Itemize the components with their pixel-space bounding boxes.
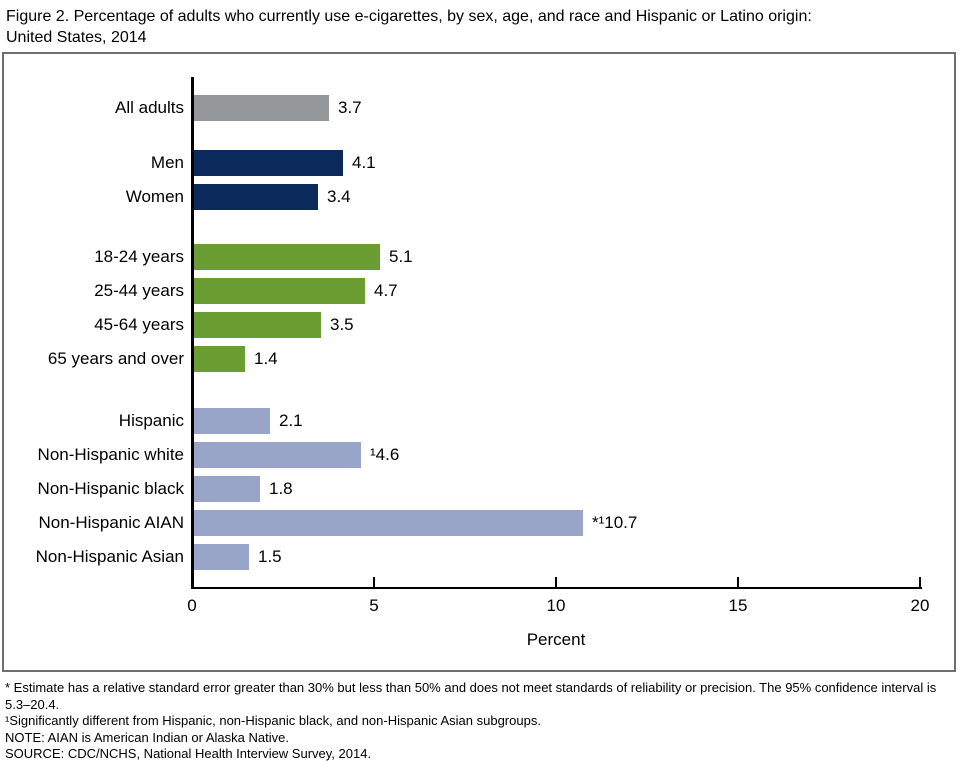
category-label: All adults [115,98,184,117]
bar [194,184,318,210]
category-label: Women [125,187,184,206]
value-label: 2.1 [279,411,303,430]
bar [194,244,380,270]
bar [194,442,361,468]
x-tick-label: 0 [187,596,197,615]
value-label: 3.7 [338,98,362,117]
chart-frame [2,52,956,672]
category-label: 25-44 years [94,281,184,300]
x-tick [737,577,739,587]
value-label: 3.4 [327,187,351,206]
bar [194,150,343,176]
x-tick-label: 10 [546,596,566,615]
value-label: 4.1 [352,153,376,172]
category-label: 45-64 years [94,315,184,334]
footnote-asterisk: * Estimate has a relative standard error… [5,680,937,712]
bar [194,278,365,304]
category-label: Non-Hispanic AIAN [38,513,184,532]
x-axis-line [191,587,922,589]
value-label: 1.5 [258,547,282,566]
x-tick [555,577,557,587]
bar [194,476,260,502]
figure-title-line2: United States, 2014 [6,29,147,46]
value-label: 4.7 [374,281,398,300]
footnote-source: SOURCE: CDC/NCHS, National Health Interv… [5,746,372,761]
bar [194,95,329,121]
value-label: 3.5 [330,315,354,334]
category-label: Non-Hispanic black [37,479,184,498]
category-label: 18-24 years [94,247,184,266]
bar [194,544,249,570]
bar [194,408,270,434]
value-label: 1.4 [254,349,278,368]
x-tick [919,577,921,587]
bar [194,312,321,338]
category-label: Men [150,153,184,172]
figure-title: Figure 2. Percentage of adults who curre… [6,6,954,48]
category-label: 65 years and over [47,349,184,368]
x-tick-label: 5 [369,596,379,615]
x-tick-label: 20 [910,596,930,615]
footnotes: * Estimate has a relative standard error… [5,680,955,761]
footnote-note: NOTE: AIAN is American Indian or Alaska … [5,729,289,745]
category-label: Non-Hispanic white [37,445,184,464]
value-label: 5.1 [389,247,413,266]
bar [194,510,583,536]
x-axis-title: Percent [526,630,586,649]
category-label: Hispanic [118,411,184,430]
footnote-dagger1: ¹Significantly different from Hispanic, … [5,713,541,728]
x-tick-label: 15 [728,596,748,615]
category-label: Non-Hispanic Asian [35,547,184,566]
value-label: 1.8 [269,479,293,498]
figure-title-line1: Figure 2. Percentage of adults who curre… [6,8,812,25]
value-label: ¹4.6 [370,445,400,464]
x-tick [373,577,375,587]
y-axis-line [191,77,194,589]
bar [194,346,245,372]
value-label: *¹10.7 [592,513,638,532]
